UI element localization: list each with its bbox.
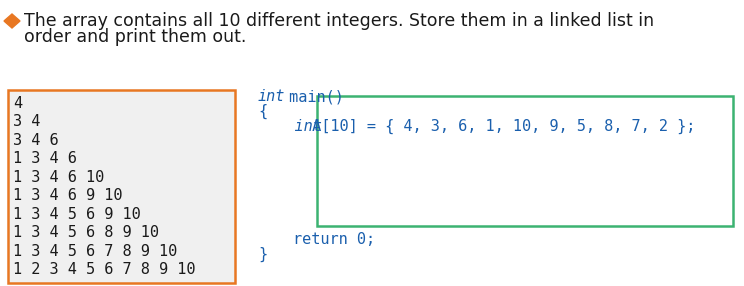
Text: int: int: [258, 119, 322, 134]
Text: main(): main(): [280, 89, 344, 104]
Text: return 0;: return 0;: [293, 232, 375, 247]
Text: 1 3 4 6: 1 3 4 6: [13, 151, 77, 166]
Text: The array contains all 10 different integers. Store them in a linked list in: The array contains all 10 different inte…: [24, 12, 654, 30]
Text: 3 4 6: 3 4 6: [13, 133, 59, 148]
Text: order and print them out.: order and print them out.: [24, 28, 246, 46]
Text: 3 4: 3 4: [13, 114, 40, 129]
Text: 1 3 4 5 6 8 9 10: 1 3 4 5 6 8 9 10: [13, 225, 159, 240]
Text: 1 3 4 5 6 9 10: 1 3 4 5 6 9 10: [13, 207, 141, 222]
Bar: [317, 96, 733, 226]
Text: 1 3 4 5 6 7 8 9 10: 1 3 4 5 6 7 8 9 10: [13, 244, 177, 259]
Text: }: }: [258, 247, 267, 262]
Text: 1 2 3 4 5 6 7 8 9 10: 1 2 3 4 5 6 7 8 9 10: [13, 262, 196, 277]
Bar: [8, 90, 235, 283]
Text: {: {: [258, 104, 267, 119]
Text: 4: 4: [13, 96, 22, 111]
Polygon shape: [4, 14, 20, 28]
Text: 1 3 4 6 9 10: 1 3 4 6 9 10: [13, 188, 123, 203]
Text: 1 3 4 6 10: 1 3 4 6 10: [13, 170, 104, 185]
Bar: [8, 90, 235, 283]
Text: A[10] = { 4, 3, 6, 1, 10, 9, 5, 8, 7, 2 };: A[10] = { 4, 3, 6, 1, 10, 9, 5, 8, 7, 2 …: [303, 119, 696, 134]
Text: int: int: [258, 89, 286, 104]
